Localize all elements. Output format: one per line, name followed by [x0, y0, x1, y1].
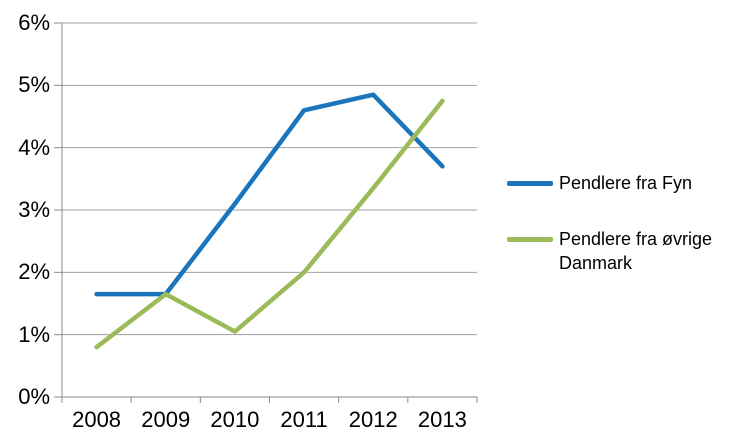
legend-line-sample-green [507, 237, 553, 242]
y-tick-label: 2% [18, 259, 50, 285]
legend-item-pendlere-fra-oevrige-danmark: Pendlere fra øvrige Danmark [507, 227, 735, 275]
x-tick-label: 2013 [417, 407, 467, 432]
x-tick-label: 2012 [348, 407, 398, 432]
y-tick-label: 1% [18, 321, 50, 347]
y-tick-label: 4% [18, 134, 50, 160]
series-line-0-pendlere-fra-fyn [94, 92, 445, 297]
y-tick-label: 6% [18, 10, 50, 35]
legend: Pendlere fra Fyn Pendlere fra øvrige Dan… [507, 171, 735, 307]
legend-label-pendlere-fra-oevrige-danmark: Pendlere fra øvrige Danmark [559, 229, 713, 273]
legend-label-pendlere-fra-fyn: Pendlere fra Fyn [559, 173, 693, 193]
x-tick-label: 2009 [141, 407, 191, 432]
series-line-1-pendlere-fra-vrige-danmark [94, 98, 445, 350]
legend-item-pendlere-fra-fyn: Pendlere fra Fyn [507, 171, 735, 195]
y-tick-label: 0% [18, 384, 50, 409]
x-tick-label: 2011 [280, 407, 328, 432]
y-tick-label: 5% [18, 72, 50, 98]
y-tick-label: 3% [18, 197, 50, 222]
x-tick-label: 2010 [210, 407, 260, 432]
legend-line-sample-blue [507, 181, 553, 186]
x-tick-label: 2008 [72, 407, 122, 432]
